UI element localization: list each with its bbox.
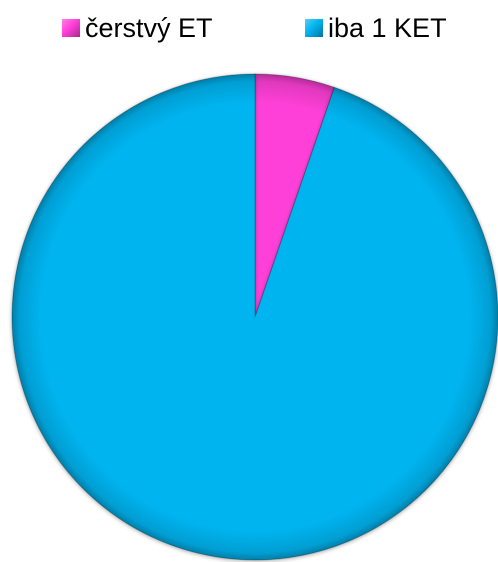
chart-legend: čerstvý ET iba 1 KET bbox=[0, 8, 498, 48]
legend-label-iba-1-ket: iba 1 KET bbox=[328, 13, 447, 43]
legend-swatch-iba-1-ket bbox=[305, 19, 323, 37]
pie-bevel-overlay bbox=[12, 74, 498, 560]
legend-item-iba-1-ket: iba 1 KET bbox=[305, 8, 447, 48]
legend-item-cerstvy-et: čerstvý ET bbox=[62, 8, 213, 48]
legend-label-cerstvy-et: čerstvý ET bbox=[85, 13, 213, 43]
legend-swatch-cerstvy-et bbox=[62, 19, 80, 37]
